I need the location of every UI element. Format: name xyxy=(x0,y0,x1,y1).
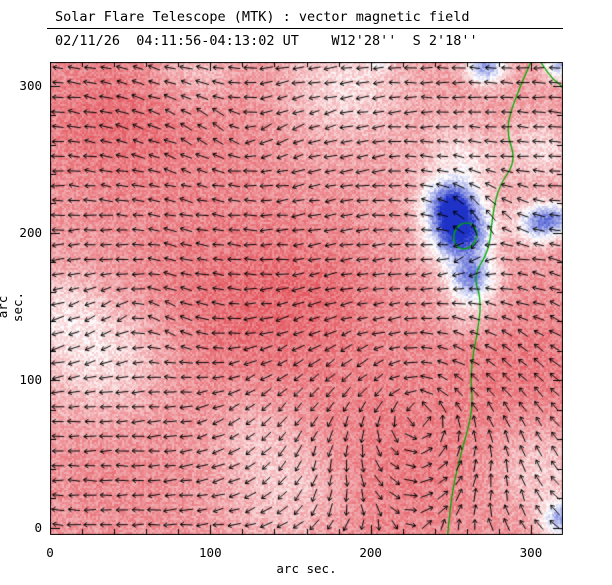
x-tick-label: 200 xyxy=(359,545,382,560)
y-axis-label: arc sec. xyxy=(0,291,25,323)
y-tick-label: 300 xyxy=(19,77,42,93)
x-tick-label: 100 xyxy=(199,545,222,560)
y-tick-label: 0 xyxy=(34,519,42,535)
y-tick-label: 200 xyxy=(19,224,42,240)
x-tick-label: 300 xyxy=(519,545,543,560)
title-underline xyxy=(47,28,563,29)
x-axis-label: arc sec. xyxy=(276,561,337,576)
y-tick-label: 100 xyxy=(19,372,42,388)
magnetogram-plot-canvas xyxy=(50,62,563,535)
x-tick-label: 0 xyxy=(46,545,54,560)
figure-title: Solar Flare Telescope (MTK) : vector mag… xyxy=(55,9,470,25)
figure-subtitle: 02/11/26 04:11:56-04:13:02 UT W12'28'' S… xyxy=(55,33,478,49)
